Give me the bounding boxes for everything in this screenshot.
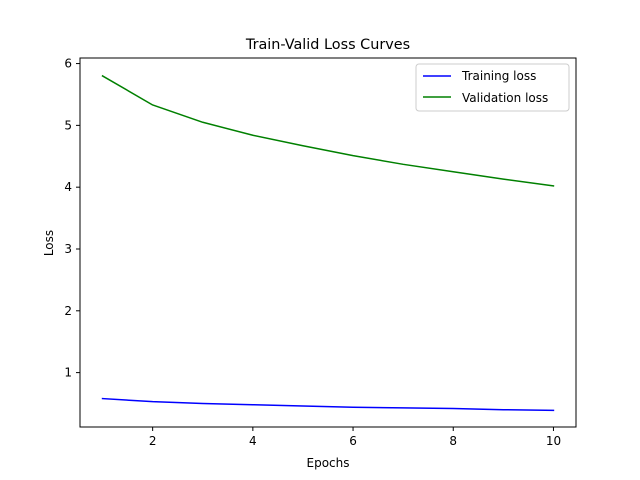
y-tick-label: 2: [64, 304, 72, 318]
legend-label-validation: Validation loss: [462, 91, 548, 105]
legend-box: [415, 63, 570, 112]
x-tick-label: 6: [349, 434, 357, 448]
y-tick-label: 1: [64, 366, 72, 380]
series-line-validation-loss: [101, 74, 555, 187]
y-tick-label: 4: [64, 180, 72, 194]
y-tick-label: 5: [64, 118, 72, 132]
y-axis-label: Loss: [42, 230, 56, 256]
x-axis-label: Epochs: [307, 456, 350, 470]
legend-label-training: Training loss: [461, 69, 536, 83]
series-layer: [101, 74, 555, 412]
x-tick-label: 2: [149, 434, 157, 448]
chart-title: Train-Valid Loss Curves: [245, 37, 410, 53]
y-tick-label: 3: [64, 242, 72, 256]
x-axis-ticks: 2 4 6 8 10: [149, 427, 561, 448]
axes-frame: [79, 57, 577, 428]
x-tick-label: 8: [449, 434, 457, 448]
y-tick-label: 6: [64, 57, 72, 71]
y-axis-ticks: 1 2 3 4 5 6: [64, 57, 80, 380]
x-tick-label: 10: [546, 434, 561, 448]
series-line-training-loss: [101, 397, 555, 412]
x-tick-label: 4: [249, 434, 257, 448]
legend: Training loss Validation loss: [415, 63, 570, 112]
